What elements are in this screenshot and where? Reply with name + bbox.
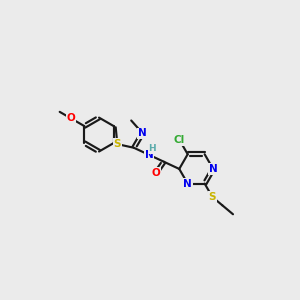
Text: Cl: Cl xyxy=(174,135,185,145)
Text: N: N xyxy=(209,164,218,174)
Text: N: N xyxy=(145,150,154,160)
Text: S: S xyxy=(208,192,216,202)
Text: N: N xyxy=(183,178,192,189)
Text: N: N xyxy=(138,128,147,138)
Text: O: O xyxy=(152,168,160,178)
Text: S: S xyxy=(114,139,121,149)
Text: O: O xyxy=(67,113,75,123)
Text: H: H xyxy=(148,144,156,153)
